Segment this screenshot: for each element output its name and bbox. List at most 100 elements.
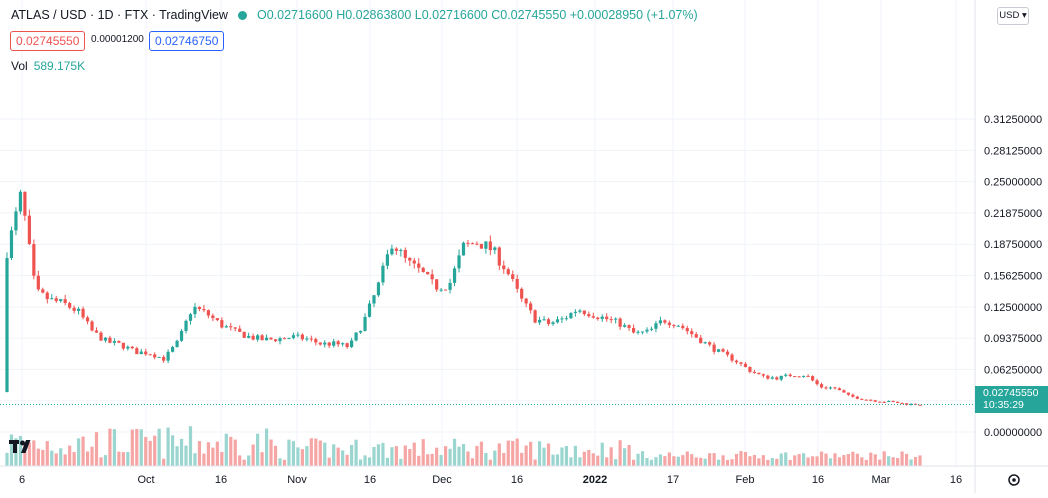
candle-body (399, 249, 403, 251)
candle-body (649, 328, 654, 330)
candle-body (887, 400, 891, 402)
volume-bar (358, 459, 363, 466)
volume-bar (846, 453, 850, 466)
time-tick-label: 16 (950, 474, 962, 486)
volume-bar (833, 453, 837, 466)
ohlc-values: O0.02716600 H0.02863800 L0.02716600 C0.0… (256, 8, 698, 22)
volume-bar (112, 429, 117, 466)
candle-body (578, 310, 582, 312)
volume-bar (515, 438, 519, 466)
buy-price-button[interactable]: 0.02746750 (149, 31, 225, 51)
volume-bar (457, 446, 461, 466)
volume-bar (810, 456, 815, 466)
volume-bar (394, 446, 398, 466)
candle-body (59, 299, 63, 302)
candle-body (27, 215, 31, 245)
candle-body (77, 308, 81, 311)
candle-body (537, 319, 542, 323)
volume-bar (900, 451, 904, 466)
candle-body (412, 260, 416, 264)
last-price-value: 0.02745550 (983, 387, 1039, 399)
volume-bar (202, 453, 206, 466)
volume-bar (18, 435, 23, 466)
volume-bar (170, 435, 175, 466)
volume-bar (157, 428, 161, 466)
candle-body (256, 335, 260, 340)
volume-bar (126, 451, 130, 466)
volume-bar (564, 446, 569, 466)
price-tick-label: 0.12500000 (984, 302, 1042, 314)
volume-bar (376, 444, 381, 466)
volume-bar (663, 456, 667, 466)
candle-body (211, 315, 215, 319)
candle-body (421, 267, 425, 272)
candle-body (497, 247, 501, 266)
volume-bar (367, 457, 372, 466)
sell-price-button[interactable]: 0.02745550 (10, 31, 86, 51)
candle-body (32, 244, 36, 276)
volume-bar (878, 459, 882, 466)
spread-value: 0.00001200 (91, 34, 144, 45)
candle-body (112, 341, 117, 343)
volume-bar (412, 442, 416, 466)
volume-bar (5, 452, 9, 466)
candle-body (247, 335, 251, 338)
currency-dropdown[interactable]: USD ▾ (997, 7, 1029, 25)
candle-body (564, 318, 569, 320)
candle-body (443, 289, 448, 291)
candle-body (734, 360, 739, 363)
tradingview-logo-icon[interactable] (9, 437, 37, 457)
price-tick-label: 0.15625000 (984, 271, 1042, 283)
volume-bar (251, 444, 255, 466)
candle-body (511, 274, 515, 279)
volume-bar (130, 429, 134, 466)
symbol-title[interactable]: ATLAS / USD · 1D · FTX · TradingView (11, 8, 228, 22)
candle-body (730, 354, 734, 361)
volume-bar (341, 450, 345, 466)
volume-bar (68, 445, 72, 466)
volume-bar (45, 441, 49, 466)
volume-bar (891, 457, 895, 466)
candle-body (36, 275, 40, 290)
candle-body (327, 342, 331, 346)
price-tick-label: 0.28125000 (984, 145, 1042, 157)
volume-bar (546, 443, 551, 466)
volume-bar (184, 445, 188, 466)
candle-body (802, 375, 806, 377)
candle-body (108, 337, 112, 343)
volume-bar (426, 454, 430, 466)
candle-body (14, 211, 18, 231)
volume-bar (224, 433, 228, 466)
price-axis: 0.31250000 0.28125000 0.25000000 0.21875000… (984, 114, 1042, 439)
candle-body (41, 289, 45, 293)
candle-body (309, 338, 313, 340)
candle-body (524, 298, 528, 304)
volume-bar (842, 455, 846, 466)
volume-bar (461, 444, 466, 466)
volume-bar (788, 459, 792, 466)
volume-bar (305, 446, 309, 466)
candle-body (493, 247, 497, 251)
volume-bar (153, 435, 157, 466)
candle-body (282, 338, 287, 340)
candle-body (318, 342, 322, 345)
volume-bar (533, 459, 537, 466)
candle-body (645, 329, 649, 332)
volume-bar (435, 447, 439, 466)
candle-body (878, 401, 882, 403)
candle-body (788, 374, 792, 377)
volume-bar (206, 442, 210, 466)
candle-body (452, 268, 457, 283)
volume-bar (27, 442, 31, 466)
volume-bar (211, 447, 215, 466)
settings-gear-icon[interactable] (1008, 474, 1020, 486)
volume-bar (36, 448, 40, 466)
candle-body (757, 372, 761, 375)
volume-bar (59, 448, 63, 466)
volume-bar (855, 453, 859, 466)
volume-bar (869, 452, 873, 466)
candle-body (779, 375, 783, 380)
volume-bar (748, 456, 752, 466)
